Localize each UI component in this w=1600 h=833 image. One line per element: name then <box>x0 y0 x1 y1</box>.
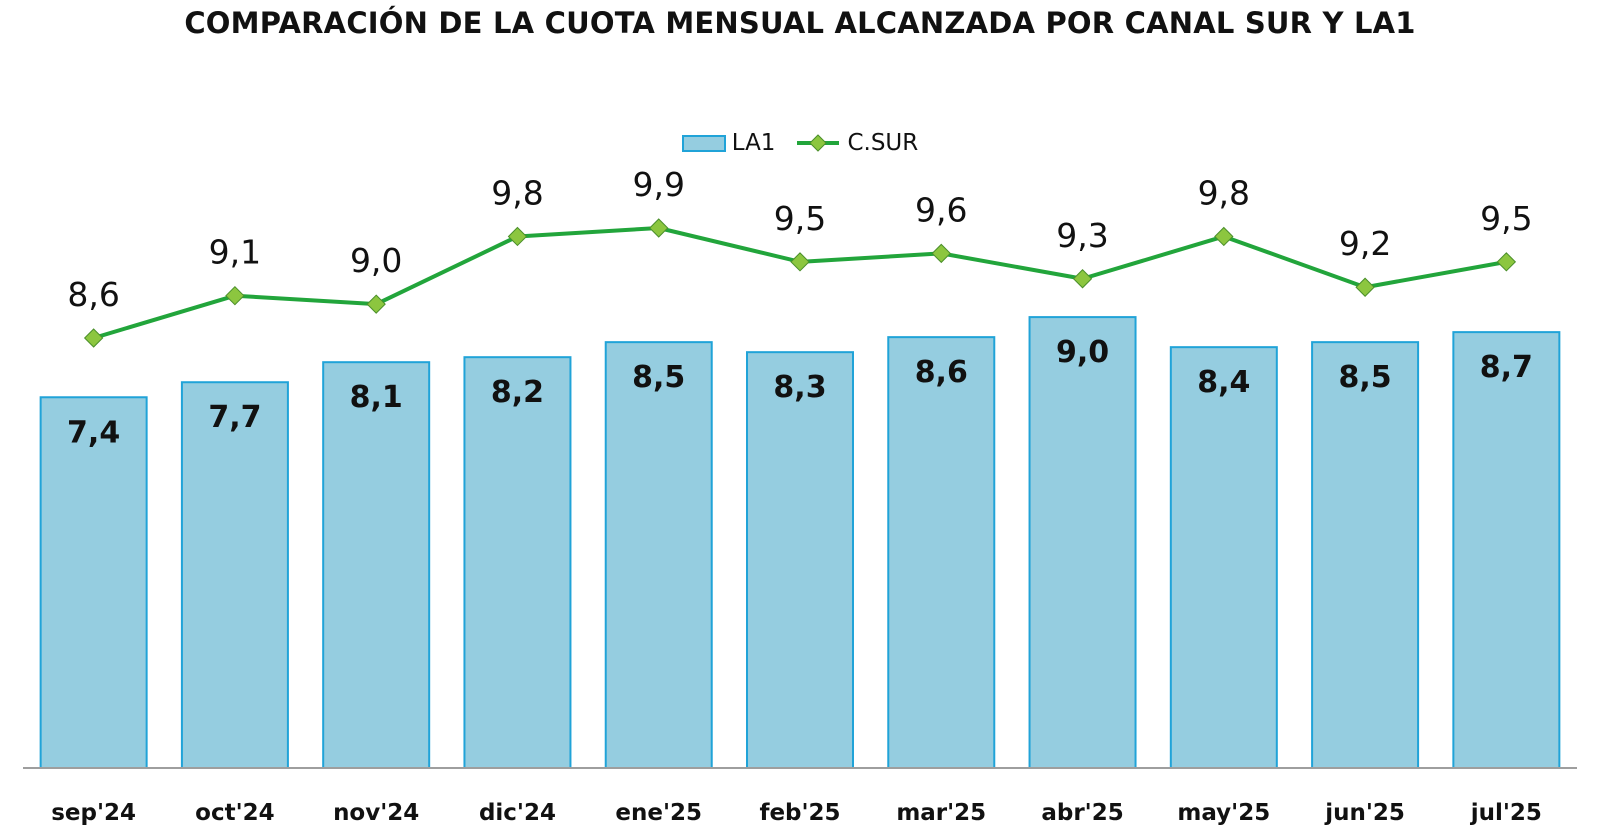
line-data-label: 9,9 <box>632 165 684 204</box>
bar-data-label: 8,4 <box>1197 365 1250 400</box>
line-data-label: 9,1 <box>209 233 261 272</box>
legend-label-la1: LA1 <box>731 130 776 156</box>
x-tick-label: nov'24 <box>333 800 419 826</box>
line-data-label: 9,3 <box>1056 216 1108 255</box>
chart-legend: LA1 C.SUR <box>0 130 1600 156</box>
legend-item-la1: LA1 <box>681 130 776 156</box>
marker-csur <box>1496 252 1517 272</box>
x-tick-label: oct'24 <box>195 800 274 826</box>
line-data-label: 8,6 <box>67 275 119 314</box>
legend-label-csur: C.SUR <box>847 130 919 156</box>
x-tick-label: jun'25 <box>1324 800 1405 826</box>
line-data-label: 9,8 <box>1198 173 1250 212</box>
line-data-label: 9,2 <box>1339 224 1391 263</box>
legend-swatch-bar <box>681 134 726 152</box>
x-tick-label: jul'25 <box>1470 800 1542 826</box>
bar-data-label: 8,2 <box>491 375 544 410</box>
bar-data-label: 8,5 <box>1339 360 1392 395</box>
x-tick-label: dic'24 <box>479 800 556 826</box>
bar-la1 <box>39 396 148 769</box>
legend-swatch-line <box>797 134 840 152</box>
bar-la1 <box>604 341 713 769</box>
marker-csur <box>1072 269 1093 289</box>
x-tick-label: sep'24 <box>51 800 136 826</box>
bar-data-label: 9,0 <box>1056 335 1109 370</box>
bar-data-label: 8,5 <box>632 360 685 395</box>
line-data-label: 9,6 <box>915 190 967 229</box>
x-tick-label: ene'25 <box>615 800 702 826</box>
bar-data-label: 8,3 <box>773 370 826 405</box>
marker-csur <box>366 294 386 314</box>
line-data-label: 9,0 <box>350 241 402 280</box>
x-tick-label: abr'25 <box>1041 800 1123 826</box>
bar-la1 <box>746 351 854 769</box>
bar-data-label: 8,7 <box>1480 350 1533 385</box>
marker-csur <box>790 252 810 272</box>
bar-la1 <box>180 381 289 769</box>
bar-data-label: 8,6 <box>915 355 968 390</box>
bar-la1 <box>1311 341 1420 769</box>
line-data-label: 9,5 <box>774 199 826 238</box>
marker-csur <box>649 218 669 238</box>
line-data-label: 9,5 <box>1480 199 1532 238</box>
marker-csur <box>225 285 245 306</box>
bar-data-label: 7,4 <box>67 415 120 450</box>
marker-csur <box>1355 277 1375 297</box>
bar-la1 <box>1169 346 1278 769</box>
line-data-label: 9,8 <box>491 173 543 212</box>
marker-csur <box>83 328 104 348</box>
bar-la1 <box>322 361 431 769</box>
bar-la1 <box>463 356 572 769</box>
x-tick-label: may'25 <box>1177 800 1270 826</box>
line-csur <box>93 226 1507 340</box>
bar-la1 <box>887 336 996 769</box>
x-tick-label: mar'25 <box>896 800 986 826</box>
x-tick-label: feb'25 <box>759 800 840 826</box>
bar-data-label: 8,1 <box>350 380 403 415</box>
marker-csur <box>507 226 528 247</box>
bar-la1 <box>1028 316 1137 769</box>
bar-la1 <box>1452 331 1561 769</box>
marker-csur <box>1214 226 1234 247</box>
marker-csur <box>931 243 951 264</box>
legend-item-csur: C.SUR <box>795 130 918 156</box>
chart-title: COMPARACIÓN DE LA CUOTA MENSUAL ALCANZAD… <box>184 6 1416 40</box>
bar-data-label: 7,7 <box>208 400 261 435</box>
